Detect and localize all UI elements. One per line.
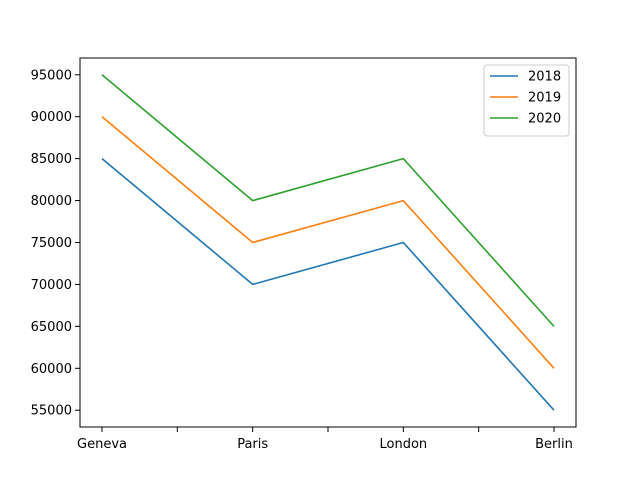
y-axis-ticks: 55000 60000 65000 70000 75000 80000 85000 90000… [31,68,80,419]
series-line-2020 [101,74,555,327]
x-tick-label: Geneva [77,437,127,452]
x-tick-label: Paris [237,437,268,452]
y-tick-label: 85000 [31,152,72,167]
y-tick-label: 75000 [31,236,72,251]
y-tick-label: 70000 [31,278,72,293]
y-tick-label: 95000 [31,68,72,83]
legend: 2018 2019 2020 [483,64,570,137]
y-tick-label: 60000 [31,362,72,377]
y-tick-label: 80000 [31,194,72,209]
y-tick-label: 65000 [31,320,72,335]
legend-label: 2018 [528,70,561,85]
y-tick-label: 55000 [31,404,72,419]
x-axis-ticks: Geneva Paris London Berlin [77,427,573,452]
legend-label: 2020 [528,112,561,127]
y-tick-label: 90000 [31,110,72,125]
series-lines [101,74,555,411]
legend-label: 2019 [528,91,561,106]
x-tick-label: Berlin [535,437,573,452]
series-line-2019 [101,116,555,369]
series-line-2018 [101,157,555,411]
plot-frame [79,57,577,428]
x-tick-label: London [380,437,428,452]
